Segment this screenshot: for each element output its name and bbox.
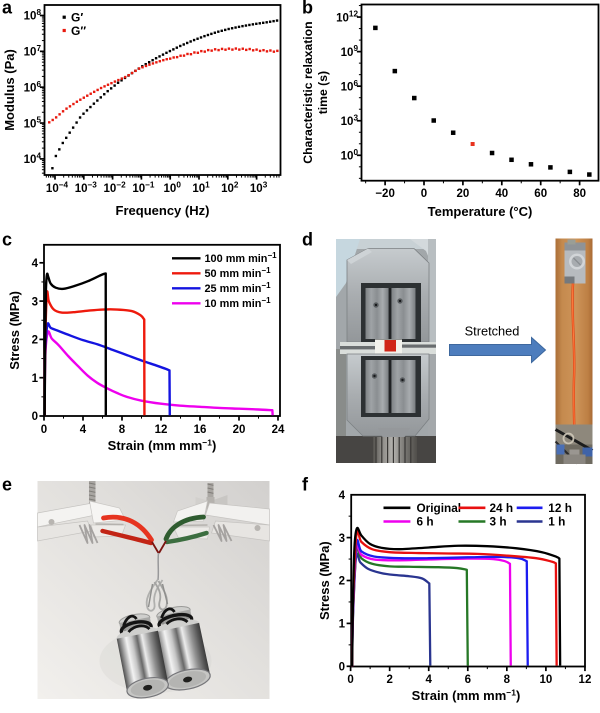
svg-text:6 h: 6 h <box>417 515 434 529</box>
svg-text:1 h: 1 h <box>548 515 565 529</box>
svg-text:20: 20 <box>233 424 246 436</box>
svg-text:c: c <box>2 230 12 250</box>
svg-text:3: 3 <box>339 533 345 545</box>
svg-text:Strain (mm mm−1): Strain (mm mm−1) <box>412 687 521 703</box>
svg-text:Modulus (Pa): Modulus (Pa) <box>2 49 17 131</box>
svg-text:103: 103 <box>250 180 268 195</box>
svg-text:Stress (MPa): Stress (MPa) <box>317 541 332 620</box>
svg-text:10−2: 10−2 <box>104 180 127 195</box>
svg-text:2: 2 <box>339 576 345 588</box>
svg-text:f: f <box>302 475 309 495</box>
svg-text:106: 106 <box>341 79 359 94</box>
svg-text:12: 12 <box>579 674 592 686</box>
svg-text:10: 10 <box>540 674 553 686</box>
svg-text:25 mm min−1: 25 mm min−1 <box>205 281 272 295</box>
svg-text:1012: 1012 <box>336 10 358 25</box>
svg-text:−20: −20 <box>375 188 395 200</box>
svg-text:104: 104 <box>24 152 42 167</box>
svg-text:8: 8 <box>504 674 511 686</box>
svg-text:109: 109 <box>341 44 359 59</box>
svg-text:1: 1 <box>339 619 346 631</box>
svg-text:10−4: 10−4 <box>46 180 69 195</box>
svg-text:12 h: 12 h <box>548 501 572 515</box>
svg-text:e: e <box>2 475 12 495</box>
svg-text:0: 0 <box>347 674 353 686</box>
svg-text:G″: G″ <box>71 24 86 38</box>
svg-text:105: 105 <box>24 116 42 131</box>
svg-text:24 h: 24 h <box>490 501 514 515</box>
svg-text:106: 106 <box>24 80 42 95</box>
svg-text:8: 8 <box>119 424 126 436</box>
svg-text:4: 4 <box>426 674 433 686</box>
svg-text:40: 40 <box>495 188 508 200</box>
svg-text:Temperature (°C): Temperature (°C) <box>428 204 533 219</box>
svg-text:100: 100 <box>164 180 182 195</box>
svg-text:80: 80 <box>573 188 586 200</box>
svg-text:a: a <box>2 0 13 18</box>
svg-text:Stretched: Stretched <box>465 324 520 339</box>
svg-text:4: 4 <box>80 424 87 436</box>
svg-text:10 mm min−1: 10 mm min−1 <box>205 296 272 310</box>
svg-text:Strain (mm mm−1): Strain (mm mm−1) <box>108 437 217 453</box>
svg-text:103: 103 <box>341 113 359 128</box>
svg-text:10−3: 10−3 <box>75 180 98 195</box>
svg-text:Original: Original <box>417 501 462 515</box>
svg-text:b: b <box>302 0 313 18</box>
svg-text:2: 2 <box>32 335 38 347</box>
svg-text:10−1: 10−1 <box>132 180 155 195</box>
svg-text:G′: G′ <box>71 11 83 25</box>
svg-text:Frequency (Hz): Frequency (Hz) <box>116 203 210 218</box>
svg-text:100 mm min−1: 100 mm min−1 <box>205 251 278 265</box>
svg-text:d: d <box>302 230 313 250</box>
svg-text:50 mm min−1: 50 mm min−1 <box>205 266 272 280</box>
svg-text:102: 102 <box>221 180 239 195</box>
svg-text:Stress (MPa): Stress (MPa) <box>7 291 22 370</box>
svg-text:4: 4 <box>339 490 346 502</box>
svg-text:108: 108 <box>24 8 42 23</box>
svg-text:100: 100 <box>341 148 359 163</box>
svg-text:2: 2 <box>386 674 392 686</box>
svg-text:0: 0 <box>339 662 345 674</box>
svg-text:16: 16 <box>194 424 207 436</box>
svg-text:24: 24 <box>272 424 285 436</box>
svg-text:20: 20 <box>457 188 470 200</box>
svg-text:60: 60 <box>534 188 547 200</box>
svg-text:3 h: 3 h <box>490 515 507 529</box>
svg-text:0: 0 <box>421 188 427 200</box>
svg-text:6: 6 <box>465 674 471 686</box>
svg-text:1: 1 <box>32 373 39 385</box>
svg-text:107: 107 <box>24 44 42 59</box>
svg-text:3: 3 <box>32 296 38 308</box>
svg-text:time (s): time (s) <box>316 71 330 114</box>
svg-text:12: 12 <box>155 424 168 436</box>
svg-text:Characteristic relaxation: Characteristic relaxation <box>301 21 315 163</box>
svg-text:4: 4 <box>32 258 39 270</box>
svg-text:0: 0 <box>32 411 38 423</box>
svg-text:101: 101 <box>192 180 210 195</box>
svg-text:0: 0 <box>41 424 47 436</box>
